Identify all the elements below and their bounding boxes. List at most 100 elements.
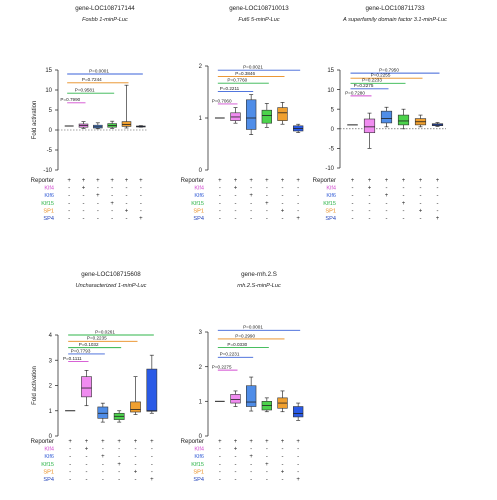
sign-cell: -: [282, 193, 284, 199]
sign-cell: -: [386, 201, 388, 207]
box-5: [121, 84, 132, 129]
sign-cell: -: [68, 216, 70, 222]
y-tick-label: 5: [331, 107, 335, 113]
sign-cell: -: [352, 208, 354, 214]
sign-cell: -: [86, 469, 88, 475]
box-3: [97, 402, 109, 423]
sign-cell: +: [249, 439, 253, 445]
sign-cell: -: [140, 186, 142, 192]
sign-cell: -: [369, 193, 371, 199]
sign-cell: -: [219, 208, 221, 214]
factor-label: Klf6: [326, 193, 336, 199]
sign-cell: +: [281, 178, 285, 184]
box-body: [380, 110, 393, 124]
factor-label: Klf6: [44, 454, 54, 460]
sign-cell: +: [125, 208, 129, 214]
comparison-p-value: P=0.2231: [220, 352, 240, 357]
sign-cell: -: [235, 454, 237, 460]
comparison-p-value: P=0.9581: [75, 88, 95, 93]
box-body: [261, 109, 272, 124]
sign-cell: +: [96, 178, 100, 184]
sign-cell: +: [265, 439, 269, 445]
sign-cell: -: [97, 201, 99, 207]
sign-cell: -: [235, 469, 237, 475]
sign-cell: +: [125, 178, 129, 184]
sign-cell: -: [235, 216, 237, 222]
box-body: [230, 394, 241, 404]
chart-panel-2: gene-LOC108710013 Fut6 5-minP-Luc 0 1 2 P=0.0…: [181, 5, 304, 222]
sign-cell: -: [111, 208, 113, 214]
box-3: [246, 94, 257, 135]
sign-cell: -: [266, 208, 268, 214]
panel-title: gene-LOC108710013: [229, 5, 289, 12]
sign-cell: +: [139, 178, 143, 184]
y-tick-label: 0: [49, 128, 53, 134]
sign-cell: -: [369, 208, 371, 214]
comparison-p-value: P=0.2235: [87, 336, 107, 341]
sign-cell: -: [102, 462, 104, 468]
sign-cell: -: [386, 208, 388, 214]
reporter-label: Reporter: [181, 439, 204, 445]
sign-cell: +: [82, 186, 86, 192]
sign-cell: -: [219, 477, 221, 483]
comparison-p-value: P=0.7990: [60, 97, 80, 102]
sign-cell: +: [296, 216, 300, 222]
sign-cell: -: [386, 216, 388, 222]
factor-label: Klf4: [194, 447, 204, 453]
factor-label: SP4: [193, 216, 204, 222]
sign-cell: +: [368, 178, 372, 184]
sign-cell: -: [83, 216, 85, 222]
panel-title: gene-LOC108717144: [75, 5, 135, 12]
box-6: [431, 122, 444, 127]
sign-cell: -: [297, 186, 299, 192]
sign-cell: -: [297, 447, 299, 453]
sign-cell: +: [265, 201, 269, 207]
sign-cell: -: [250, 208, 252, 214]
panel-title: gene-LOC108711733: [365, 5, 425, 12]
box-3: [246, 376, 257, 412]
sign-cell: +: [419, 178, 423, 184]
sign-cell: -: [151, 447, 153, 453]
sign-cell: -: [97, 216, 99, 222]
sign-cell: -: [235, 462, 237, 468]
y-tick-label: 3: [199, 330, 203, 336]
sign-cell: -: [250, 469, 252, 475]
sign-cell: +: [96, 193, 100, 199]
chart-panel-5: gene-rnh.2.S rnh.2.S-minP-Luc 0 1 2 3 P=0.0001…: [181, 271, 304, 483]
sign-cell: -: [420, 201, 422, 207]
sign-cell: -: [97, 208, 99, 214]
factor-label: Klf4: [326, 186, 336, 192]
factor-label: SP1: [193, 208, 204, 214]
sign-cell: -: [86, 477, 88, 483]
sign-cell: -: [151, 462, 153, 468]
y-tick-label: -5: [329, 147, 335, 153]
sign-cell: +: [296, 439, 300, 445]
sign-cell: -: [219, 216, 221, 222]
sign-cell: -: [235, 201, 237, 207]
sign-cell: -: [118, 454, 120, 460]
sign-cell: -: [369, 216, 371, 222]
sign-cell: -: [68, 186, 70, 192]
box-4: [397, 108, 410, 130]
panel-subtitle: Uncharacterized 1-minP-Luc: [76, 283, 147, 289]
sign-cell: -: [297, 208, 299, 214]
sign-cell: -: [135, 477, 137, 483]
box-4: [261, 103, 272, 128]
sign-cell: -: [151, 454, 153, 460]
comparison-p-value: P=0.2233: [362, 78, 382, 83]
sign-cell: -: [135, 462, 137, 468]
factor-label: SP4: [325, 216, 336, 222]
y-tick-label: 3: [49, 358, 53, 364]
sign-cell: -: [69, 469, 71, 475]
sign-cell: -: [437, 193, 439, 199]
sign-cell: +: [402, 201, 406, 207]
sign-cell: +: [134, 469, 138, 475]
sign-cell: -: [140, 201, 142, 207]
box-2: [81, 370, 92, 407]
sign-cell: +: [402, 178, 406, 184]
sign-cell: +: [368, 186, 372, 192]
factor-label: Klf6: [44, 193, 54, 199]
sign-cell: -: [437, 186, 439, 192]
